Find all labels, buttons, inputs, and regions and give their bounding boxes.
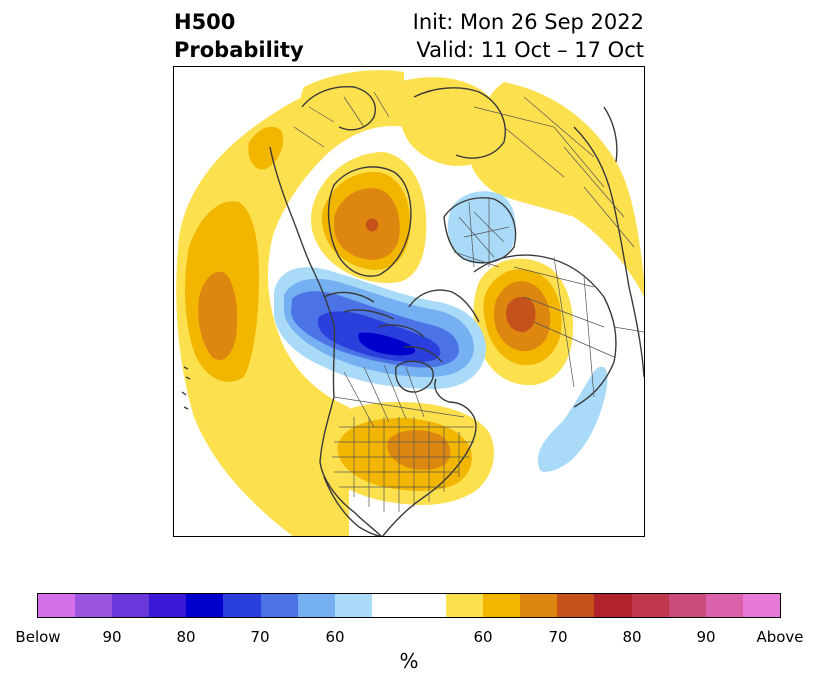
title-left: H500 Probability <box>174 8 304 64</box>
border-canada-interior <box>293 91 390 148</box>
colorbar-segment <box>631 594 669 617</box>
border-us-states <box>332 417 474 512</box>
anomaly-contour-lightblue-atlantic <box>537 366 608 472</box>
border-russia <box>473 96 635 248</box>
coastline-north-america-east <box>381 378 477 536</box>
political-borders <box>293 91 644 512</box>
probability-map <box>176 70 644 536</box>
anomaly-contour-orange-west <box>198 271 238 361</box>
colorbar-tick-label: Below <box>15 628 61 646</box>
colorbar-segment <box>446 594 484 617</box>
colorbar-tick-label: 60 <box>473 628 493 646</box>
coastline-alaska <box>301 85 376 131</box>
border-europe <box>453 197 510 268</box>
colorbar-segment <box>408 594 447 617</box>
colorbar-tick-label: 70 <box>250 628 270 646</box>
colorbar-segment <box>38 594 76 617</box>
colorbar-tick-label: 90 <box>102 628 122 646</box>
colorbar-tick-label: 60 <box>325 628 345 646</box>
colorbar-segment <box>371 594 409 617</box>
coastline-europe <box>408 289 480 323</box>
colorbar <box>37 593 781 618</box>
anomaly-contour-rust-greenland <box>365 218 379 232</box>
colorbar-tick-label: Above <box>756 628 804 646</box>
coastline-central-america <box>323 476 383 536</box>
init-date: Init: Mon 26 Sep 2022 <box>412 10 644 34</box>
colorbar-tick-label: 80 <box>622 628 642 646</box>
coastline-greenland <box>327 166 412 277</box>
valid-range: Valid: 11 Oct – 17 Oct <box>416 38 644 62</box>
anomaly-contour-rust-siberia <box>506 296 536 333</box>
anomaly-contour-lightblue-scandinavia <box>447 191 516 264</box>
colorbar-segment <box>149 594 187 617</box>
colorbar-segment <box>742 594 780 617</box>
colorbar-segment <box>112 594 150 617</box>
title-product: Probability <box>174 38 304 62</box>
anomaly-contour-yellow-atlantic-ridge <box>470 82 644 297</box>
coastline-north-america-west <box>269 146 382 536</box>
colorbar-segment <box>483 594 521 617</box>
colorbar-segment <box>594 594 632 617</box>
colorbar-segment <box>705 594 743 617</box>
colorbar-segment <box>223 594 261 617</box>
anomaly-contour-orange-usa <box>387 430 451 470</box>
colorbar-tick-label: 90 <box>696 628 716 646</box>
map-panel <box>173 66 645 537</box>
coastline-hudson-bay <box>395 360 434 393</box>
colorbar-segment <box>334 594 372 617</box>
colorbar-segment <box>520 594 558 617</box>
anomaly-contour-deepblue-pole <box>358 332 416 356</box>
coastline-scandinavia <box>443 197 517 264</box>
colorbar-segment <box>557 594 595 617</box>
anomaly-contour-yellow-north <box>300 70 404 146</box>
coastline-east-asia <box>573 126 644 378</box>
title-right: Init: Mon 26 Sep 2022 Valid: 11 Oct – 17… <box>413 8 644 64</box>
coastline-russia-north <box>413 87 506 159</box>
border-asia <box>513 256 644 398</box>
anomaly-contour-yellow-arctic <box>397 77 499 166</box>
colorbar-segment <box>260 594 298 617</box>
coastline-siberia <box>473 254 617 408</box>
colorbar-segment <box>297 594 335 617</box>
colorbar-tick-label: 70 <box>548 628 568 646</box>
coastline-kamchatka <box>603 106 618 163</box>
title-variable: H500 <box>174 10 236 34</box>
coastline-arctic-islands <box>323 291 443 363</box>
anomaly-contour-gold-northwest <box>248 126 284 170</box>
colorbar-segment <box>186 594 224 617</box>
colorbar-segment <box>668 594 706 617</box>
colorbar-label: % <box>399 649 419 673</box>
coastline-aleutians <box>181 366 191 410</box>
colorbar-segment <box>75 594 113 617</box>
colorbar-tick-label: 80 <box>176 628 196 646</box>
border-canada-provinces <box>333 364 465 428</box>
coastline-outlines <box>181 85 644 536</box>
